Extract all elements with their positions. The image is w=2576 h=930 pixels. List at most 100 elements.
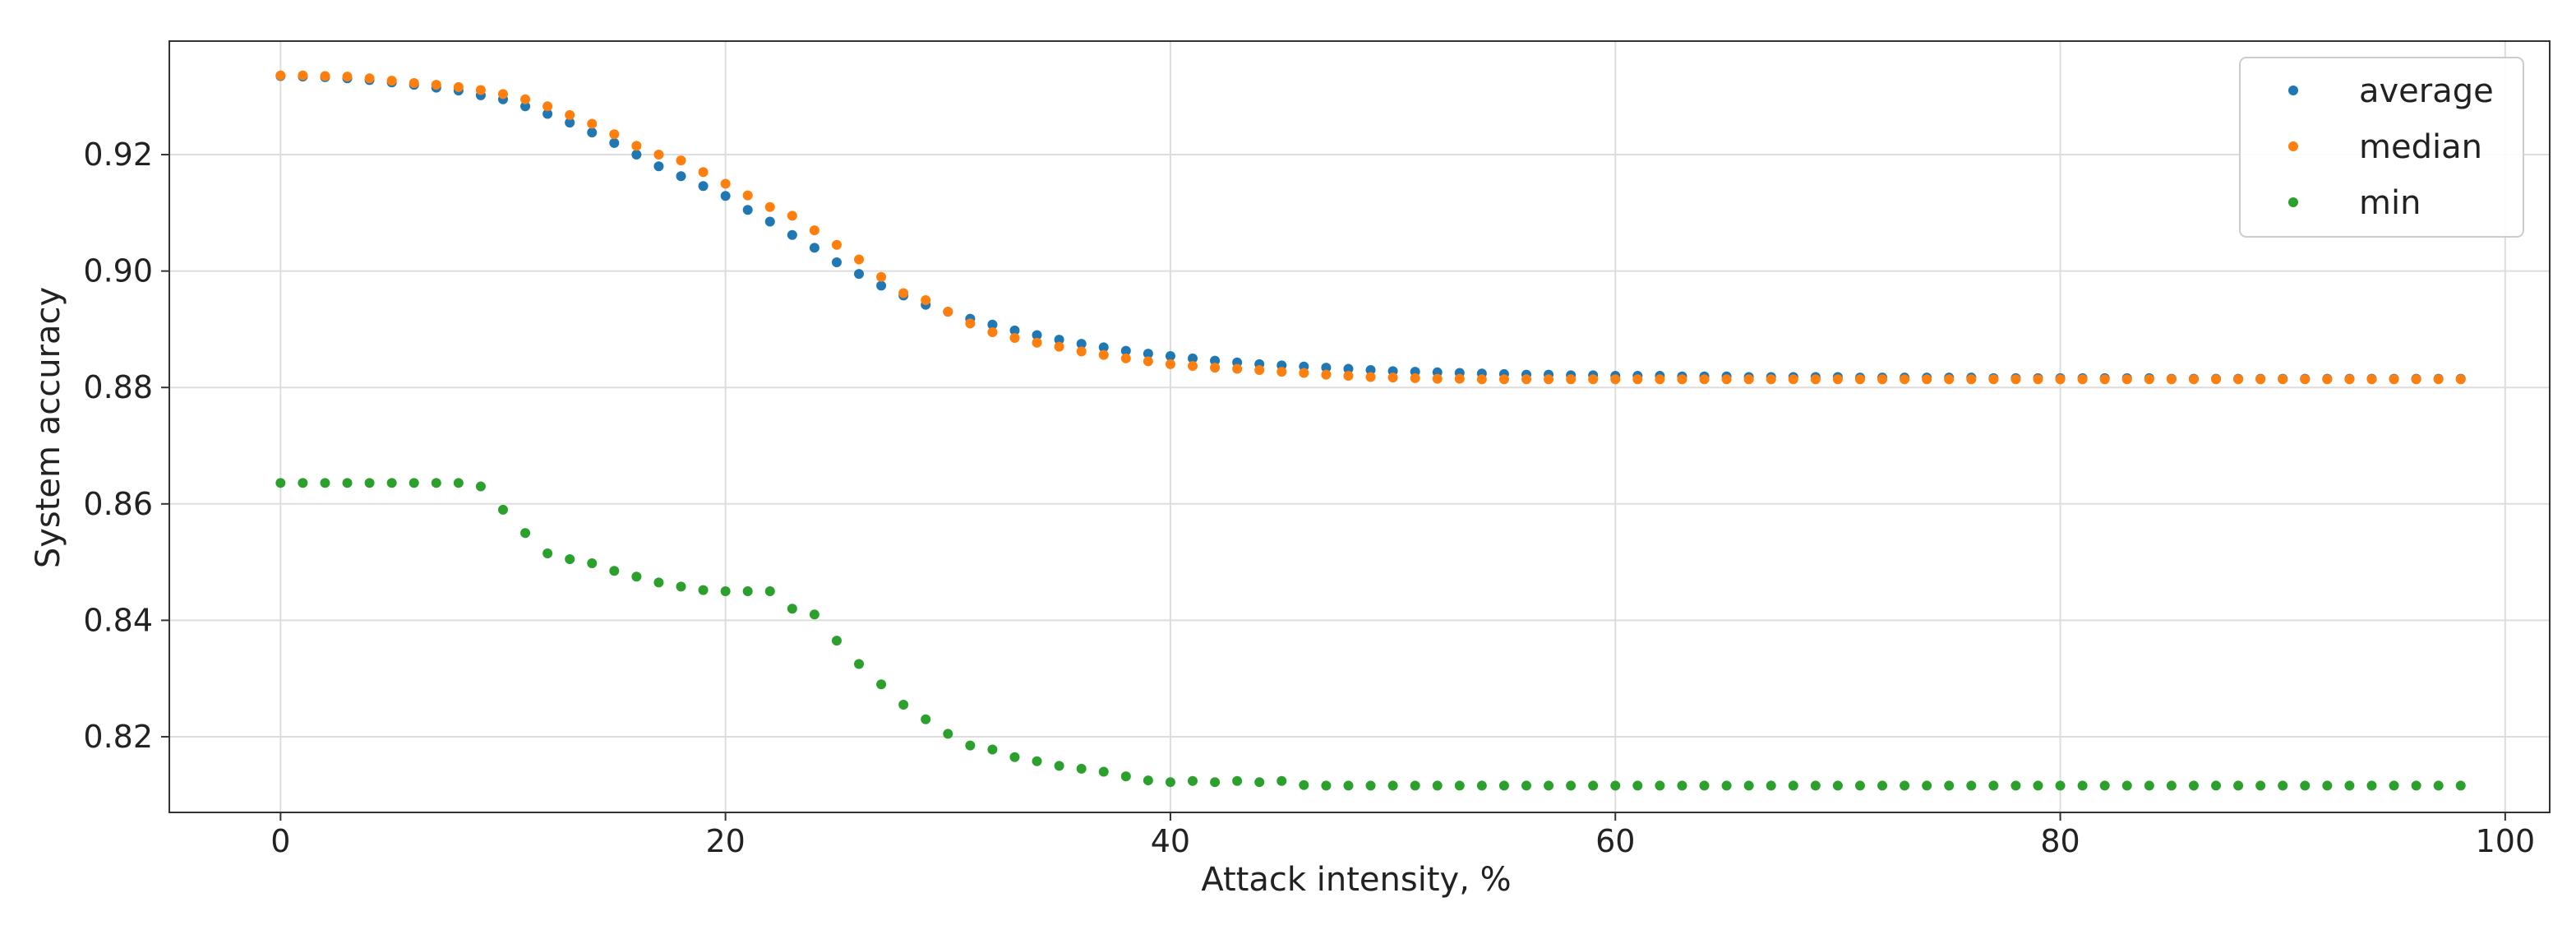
point-average	[565, 118, 575, 128]
point-min	[2389, 780, 2399, 791]
point-min	[898, 700, 909, 710]
point-min	[2055, 780, 2066, 791]
point-min	[1832, 780, 1843, 791]
point-min	[831, 636, 842, 646]
y-ticks: 0.82 0.84 0.86 0.88 0.90 0.92	[83, 136, 169, 755]
y-tick-label: 0.84	[83, 602, 153, 638]
point-min	[653, 577, 664, 588]
x-axis-label: Attack intensity, %	[1201, 861, 1511, 899]
point-median	[876, 271, 887, 282]
point-min	[764, 585, 775, 596]
point-min	[1588, 780, 1599, 791]
point-min	[364, 478, 375, 488]
point-median	[1032, 337, 1042, 348]
point-median	[2121, 374, 2132, 385]
point-median	[1766, 374, 1776, 385]
point-median	[1922, 374, 1932, 385]
point-average	[831, 257, 842, 268]
point-median	[520, 94, 531, 104]
y-tick-label: 0.88	[83, 369, 153, 405]
point-min	[1210, 777, 1221, 788]
point-median	[1387, 372, 1398, 383]
point-min	[453, 478, 464, 488]
point-median	[787, 211, 797, 221]
point-median	[2389, 374, 2399, 385]
point-median	[1810, 374, 1821, 385]
point-median	[2433, 374, 2444, 385]
point-min	[1321, 780, 1332, 791]
legend-marker-average	[2288, 86, 2298, 95]
point-median	[1721, 374, 1732, 385]
point-min	[1299, 780, 1309, 790]
point-min	[2233, 780, 2244, 791]
point-average	[809, 243, 819, 253]
point-median	[542, 101, 553, 112]
point-min	[1343, 780, 1354, 791]
point-median	[1521, 374, 1531, 385]
x-tick-label: 100	[2476, 823, 2536, 859]
point-median	[1788, 374, 1798, 385]
point-min	[1188, 775, 1198, 786]
point-median	[1544, 374, 1554, 385]
legend-marker-min	[2288, 197, 2298, 207]
point-median	[2233, 374, 2244, 385]
point-min	[1944, 780, 1955, 791]
point-average	[609, 137, 620, 148]
point-min	[1254, 777, 1265, 788]
point-median	[1900, 374, 1910, 385]
point-min	[1655, 780, 1665, 791]
point-median	[587, 118, 598, 129]
point-median	[565, 109, 575, 120]
point-min	[2099, 780, 2110, 791]
point-median	[2278, 374, 2288, 385]
point-min	[409, 478, 419, 488]
point-average	[1032, 330, 1042, 340]
x-tick-label: 60	[1595, 823, 1635, 859]
point-min	[1966, 780, 1977, 791]
point-average	[520, 101, 531, 112]
point-median	[1276, 367, 1287, 377]
point-average	[876, 280, 887, 291]
point-min	[2077, 780, 2088, 791]
point-median	[609, 129, 620, 140]
point-median	[1210, 363, 1221, 373]
point-min	[1009, 752, 1020, 762]
point-average	[1143, 349, 1153, 359]
point-median	[831, 239, 842, 250]
point-average	[1210, 355, 1221, 366]
point-min	[2411, 780, 2421, 791]
series-median	[275, 70, 2466, 385]
x-tick-label: 20	[705, 823, 745, 859]
y-tick-label: 0.82	[83, 719, 153, 755]
point-median	[342, 72, 353, 82]
point-median	[1743, 374, 1754, 385]
point-average	[1009, 325, 1020, 335]
point-min	[1521, 780, 1531, 791]
point-median	[1009, 333, 1020, 344]
point-min	[698, 585, 709, 595]
point-min	[1854, 780, 1865, 791]
x-tick-label: 0	[270, 823, 290, 859]
point-median	[2033, 374, 2043, 385]
point-median	[2077, 374, 2088, 385]
point-min	[1365, 780, 1376, 791]
point-median	[1610, 374, 1621, 385]
point-min	[320, 478, 330, 488]
point-min	[676, 581, 686, 592]
point-median	[764, 201, 775, 212]
point-min	[1165, 777, 1175, 788]
point-min	[1276, 775, 1287, 786]
point-min	[609, 566, 620, 576]
point-median	[2055, 374, 2066, 385]
point-median	[1076, 346, 1087, 357]
point-average	[1188, 353, 1198, 363]
point-median	[987, 326, 998, 337]
point-median	[1343, 371, 1354, 382]
series-average	[275, 71, 2466, 384]
point-average	[987, 319, 998, 330]
point-median	[497, 89, 508, 99]
point-min	[1387, 780, 1398, 791]
point-median	[1143, 356, 1153, 367]
legend-label-median: median	[2359, 128, 2482, 166]
